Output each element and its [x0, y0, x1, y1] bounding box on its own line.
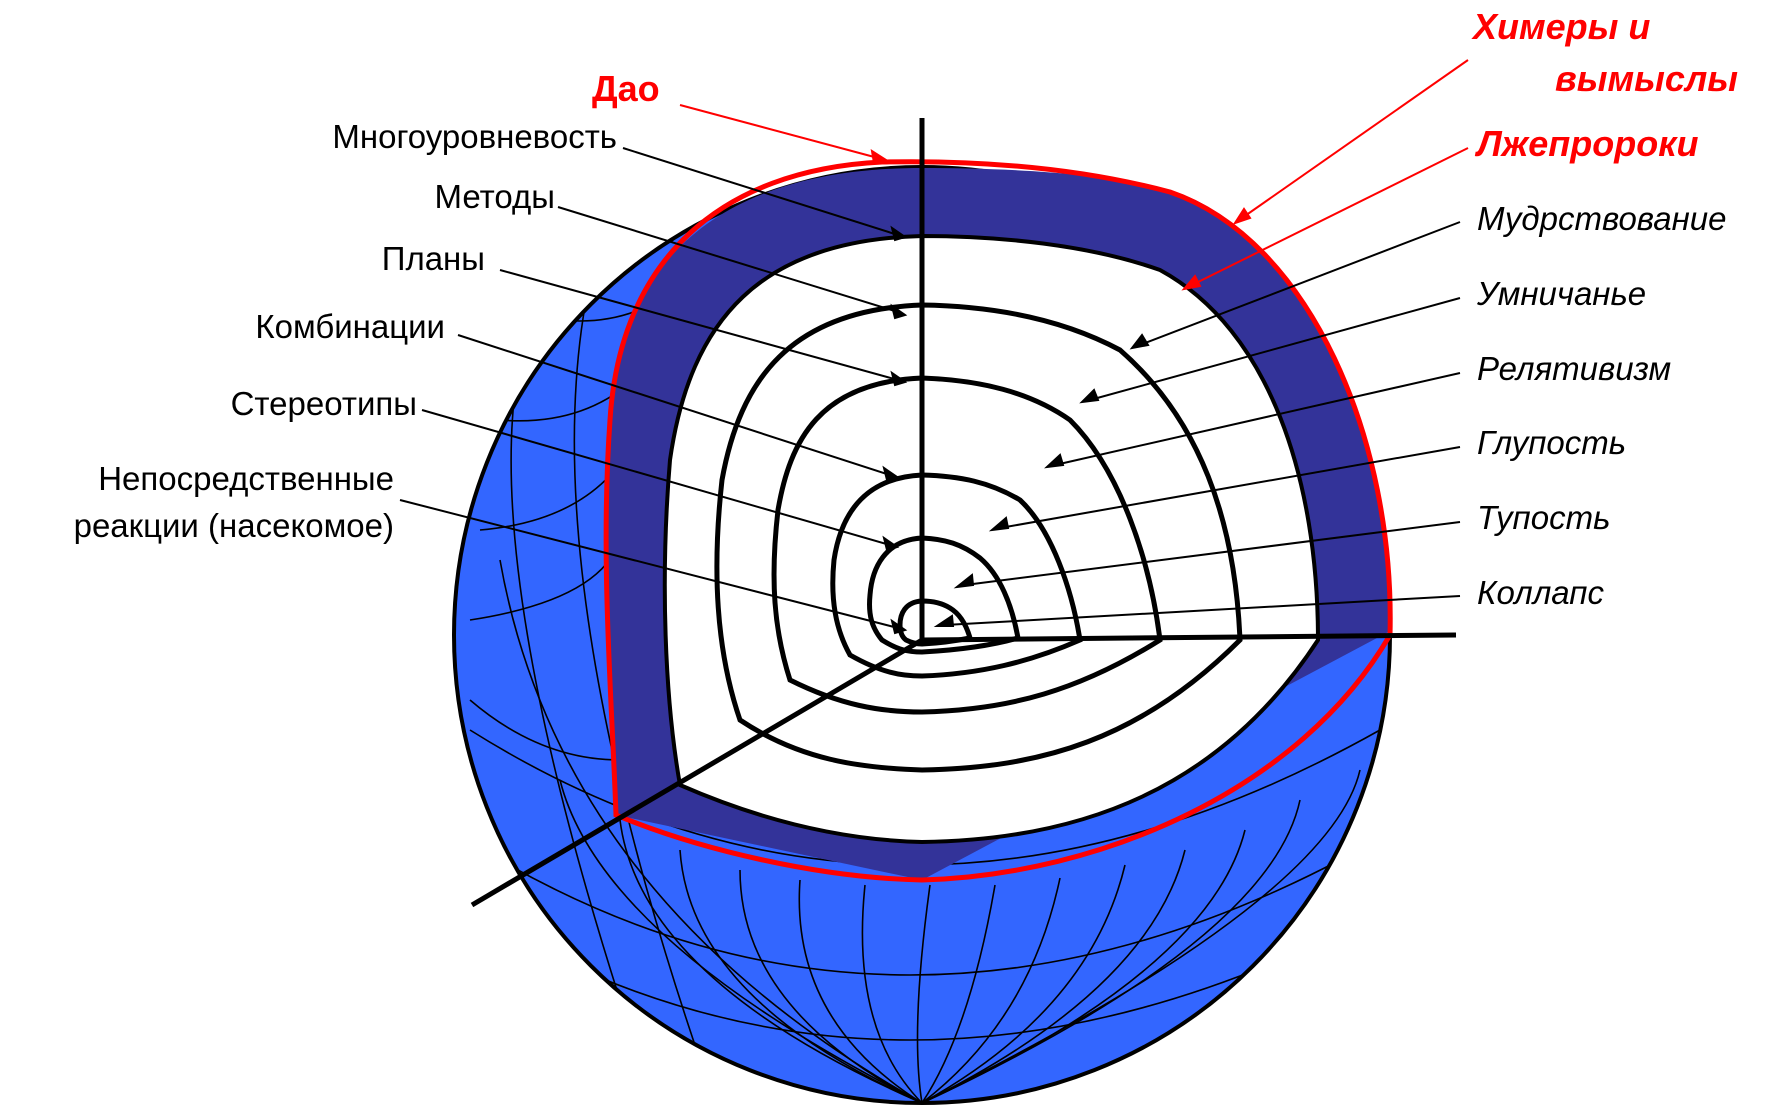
- cut-edge-red: [603, 159, 1393, 883]
- leader-lines-left: [399, 147, 908, 635]
- axes: [470, 118, 1457, 908]
- label-dullness: Тупость: [1477, 499, 1611, 536]
- label-dao: Дао: [592, 68, 660, 109]
- label-relativism: Релятивизм: [1477, 350, 1672, 387]
- leader-lines-right: [933, 221, 1461, 627]
- label-combinations: Комбинации: [255, 308, 445, 345]
- inner-core: [662, 233, 1321, 845]
- label-smartness: Умничанье: [1477, 275, 1647, 312]
- leader-lines-red: [679, 59, 1469, 291]
- label-false-prophets: Лжепророки: [1477, 123, 1699, 164]
- layer-contours: [714, 302, 1243, 773]
- label-collapse: Коллапс: [1477, 574, 1604, 611]
- label-stereotypes: Стереотипы: [230, 385, 417, 422]
- label-methods: Методы: [434, 178, 555, 215]
- label-stupidity: Глупость: [1477, 424, 1627, 461]
- label-chimeras-line2: вымыслы: [1555, 58, 1739, 99]
- label-chimeras-line1: Химеры и: [1473, 6, 1651, 47]
- label-plans: Планы: [381, 240, 485, 277]
- label-direct-reactions-line2: реакции (насекомое): [73, 507, 394, 544]
- label-multilevel: Многоуровневость: [332, 118, 617, 155]
- label-wisdom: Мудрствование: [1477, 200, 1727, 237]
- label-direct-reactions-line1: Непосредственные: [98, 460, 394, 497]
